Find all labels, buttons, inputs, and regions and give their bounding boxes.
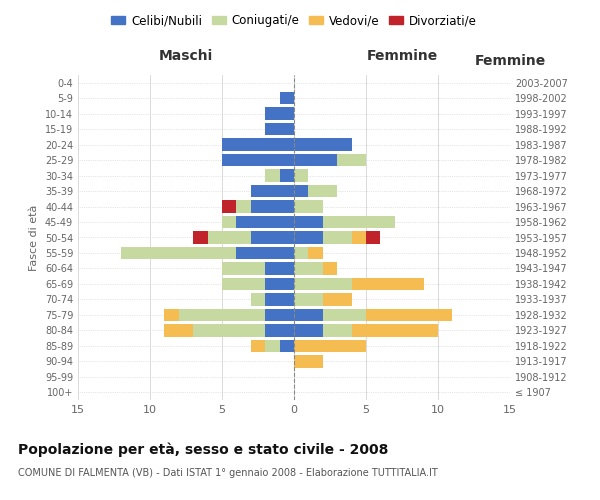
Text: COMUNE DI FALMENTA (VB) - Dati ISTAT 1° gennaio 2008 - Elaborazione TUTTITALIA.I: COMUNE DI FALMENTA (VB) - Dati ISTAT 1° …: [18, 468, 438, 477]
Bar: [265, 170, 280, 182]
Bar: [236, 247, 294, 259]
Bar: [352, 278, 424, 290]
Bar: [352, 324, 438, 336]
Text: Femmine: Femmine: [367, 48, 437, 62]
Text: Femmine: Femmine: [475, 54, 545, 68]
Bar: [294, 355, 323, 368]
Bar: [236, 216, 294, 228]
Bar: [280, 340, 294, 352]
Y-axis label: Fasce di età: Fasce di età: [29, 204, 39, 270]
Bar: [265, 108, 294, 120]
Bar: [193, 232, 208, 243]
Bar: [294, 138, 352, 151]
Bar: [265, 340, 280, 352]
Bar: [294, 200, 323, 212]
Bar: [222, 262, 265, 274]
Bar: [265, 123, 294, 136]
Bar: [294, 324, 323, 336]
Text: Popolazione per età, sesso e stato civile - 2008: Popolazione per età, sesso e stato civil…: [18, 442, 388, 457]
Bar: [265, 278, 294, 290]
Bar: [308, 247, 323, 259]
Bar: [236, 200, 251, 212]
Bar: [294, 293, 323, 306]
Text: Maschi: Maschi: [159, 48, 213, 62]
Bar: [193, 324, 265, 336]
Bar: [265, 262, 294, 274]
Bar: [294, 216, 323, 228]
Bar: [323, 232, 352, 243]
Bar: [164, 308, 179, 321]
Bar: [366, 232, 380, 243]
Bar: [179, 308, 265, 321]
Bar: [222, 278, 265, 290]
Bar: [208, 232, 251, 243]
Bar: [294, 262, 323, 274]
Bar: [323, 216, 395, 228]
Bar: [121, 247, 236, 259]
Bar: [251, 185, 294, 198]
Bar: [222, 138, 294, 151]
Bar: [280, 92, 294, 104]
Bar: [222, 216, 236, 228]
Bar: [352, 232, 366, 243]
Bar: [294, 340, 366, 352]
Bar: [280, 170, 294, 182]
Bar: [222, 200, 236, 212]
Bar: [294, 154, 337, 166]
Bar: [294, 308, 323, 321]
Bar: [251, 293, 265, 306]
Bar: [323, 293, 352, 306]
Bar: [251, 340, 265, 352]
Bar: [294, 232, 323, 243]
Bar: [323, 308, 366, 321]
Bar: [222, 154, 294, 166]
Bar: [294, 170, 308, 182]
Bar: [251, 232, 294, 243]
Bar: [251, 200, 294, 212]
Bar: [294, 185, 308, 198]
Bar: [337, 154, 366, 166]
Bar: [308, 185, 337, 198]
Legend: Celibi/Nubili, Coniugati/e, Vedovi/e, Divorziati/e: Celibi/Nubili, Coniugati/e, Vedovi/e, Di…: [106, 10, 482, 32]
Bar: [164, 324, 193, 336]
Bar: [366, 308, 452, 321]
Bar: [265, 324, 294, 336]
Bar: [265, 308, 294, 321]
Bar: [323, 324, 352, 336]
Bar: [323, 262, 337, 274]
Bar: [294, 278, 352, 290]
Bar: [294, 247, 308, 259]
Bar: [265, 293, 294, 306]
